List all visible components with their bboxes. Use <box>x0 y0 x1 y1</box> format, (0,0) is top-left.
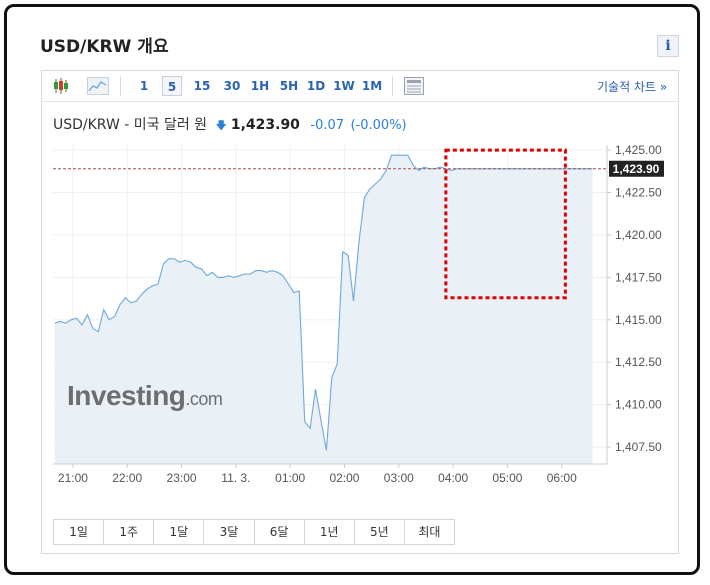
y-tick-label: 1,420.00 <box>615 228 662 242</box>
down-arrow-icon: 🡇 <box>215 119 227 132</box>
y-tick-label: 1,425.00 <box>615 143 662 157</box>
interval-button-1w[interactable]: 1W <box>333 79 355 93</box>
advanced-chart-link[interactable]: 기술적 차트 » <box>597 80 668 94</box>
range-button-2[interactable]: 1달 <box>154 520 205 544</box>
x-tick-label: 03:00 <box>384 471 414 485</box>
x-tick-label: 11. 3. <box>221 471 250 485</box>
interval-button-5h[interactable]: 5H <box>279 79 299 93</box>
current-price-badge <box>609 160 664 177</box>
x-tick-label: 02:00 <box>329 471 359 485</box>
x-tick-label: 01:00 <box>275 471 305 485</box>
range-button-6[interactable]: 5년 <box>355 520 405 544</box>
range-button-1[interactable]: 1주 <box>104 520 155 544</box>
table-view-icon[interactable] <box>404 77 424 95</box>
interval-button-15[interactable]: 15 <box>193 79 211 93</box>
x-tick-label: 06:00 <box>547 471 577 485</box>
y-tick-label: 1,415.00 <box>615 313 662 327</box>
area-chart-icon[interactable] <box>87 77 109 95</box>
range-button-4[interactable]: 6달 <box>255 520 305 544</box>
y-tick-label: 1,412.50 <box>615 355 662 369</box>
chart-toolbar: 1 5 15 30 1H 5H 1D 1W 1M <box>41 70 679 102</box>
instrument-name: USD/KRW - 미국 달러 원 <box>53 117 208 133</box>
price-change: -0.07 <box>310 118 345 133</box>
interval-button-5[interactable]: 5 <box>162 76 182 96</box>
price-area <box>54 155 593 464</box>
x-tick-label: 21:00 <box>58 471 88 485</box>
last-price: 1,423.90 <box>230 117 300 133</box>
y-tick-label: 1,422.50 <box>615 186 662 200</box>
range-button-5[interactable]: 1년 <box>305 520 355 544</box>
range-selector: 1일 1주 1달 3달 6달 1년 5년 최대 <box>53 519 455 545</box>
interval-button-1[interactable]: 1 <box>139 79 149 93</box>
candlestick-icon[interactable] <box>52 77 70 95</box>
toolbar-divider <box>392 76 393 96</box>
x-tick-label: 05:00 <box>492 471 522 485</box>
range-button-0[interactable]: 1일 <box>54 520 105 544</box>
y-tick-label: 1,410.00 <box>615 398 662 412</box>
x-tick-label: 22:00 <box>112 471 142 485</box>
current-price-label: 1,423.90 <box>613 162 660 176</box>
x-tick-label: 23:00 <box>167 471 197 485</box>
price-line <box>54 154 593 451</box>
price-change-percent: (-0.00%) <box>350 118 407 133</box>
interval-button-30[interactable]: 30 <box>223 79 241 93</box>
x-tick-label: 04:00 <box>438 471 468 485</box>
quote-header: USD/KRW - 미국 달러 원 🡇 1,423.90 -0.07 (-0.00… <box>53 114 407 136</box>
info-button[interactable]: i <box>657 35 679 57</box>
toolbar-divider <box>120 76 121 96</box>
highlight-annotation-box <box>444 148 567 300</box>
interval-button-1d[interactable]: 1D <box>306 79 326 93</box>
range-button-3[interactable]: 3달 <box>204 520 255 544</box>
interval-button-1h[interactable]: 1H <box>250 79 270 93</box>
page-title: USD/KRW 개요 <box>40 37 169 57</box>
investing-logo: Investing.com <box>67 380 223 411</box>
y-tick-label: 1,407.50 <box>615 440 662 454</box>
y-tick-label: 1,417.50 <box>615 270 662 284</box>
screenshot-frame <box>4 4 700 575</box>
range-button-7[interactable]: 최대 <box>418 525 441 539</box>
interval-button-1m[interactable]: 1M <box>361 79 383 93</box>
